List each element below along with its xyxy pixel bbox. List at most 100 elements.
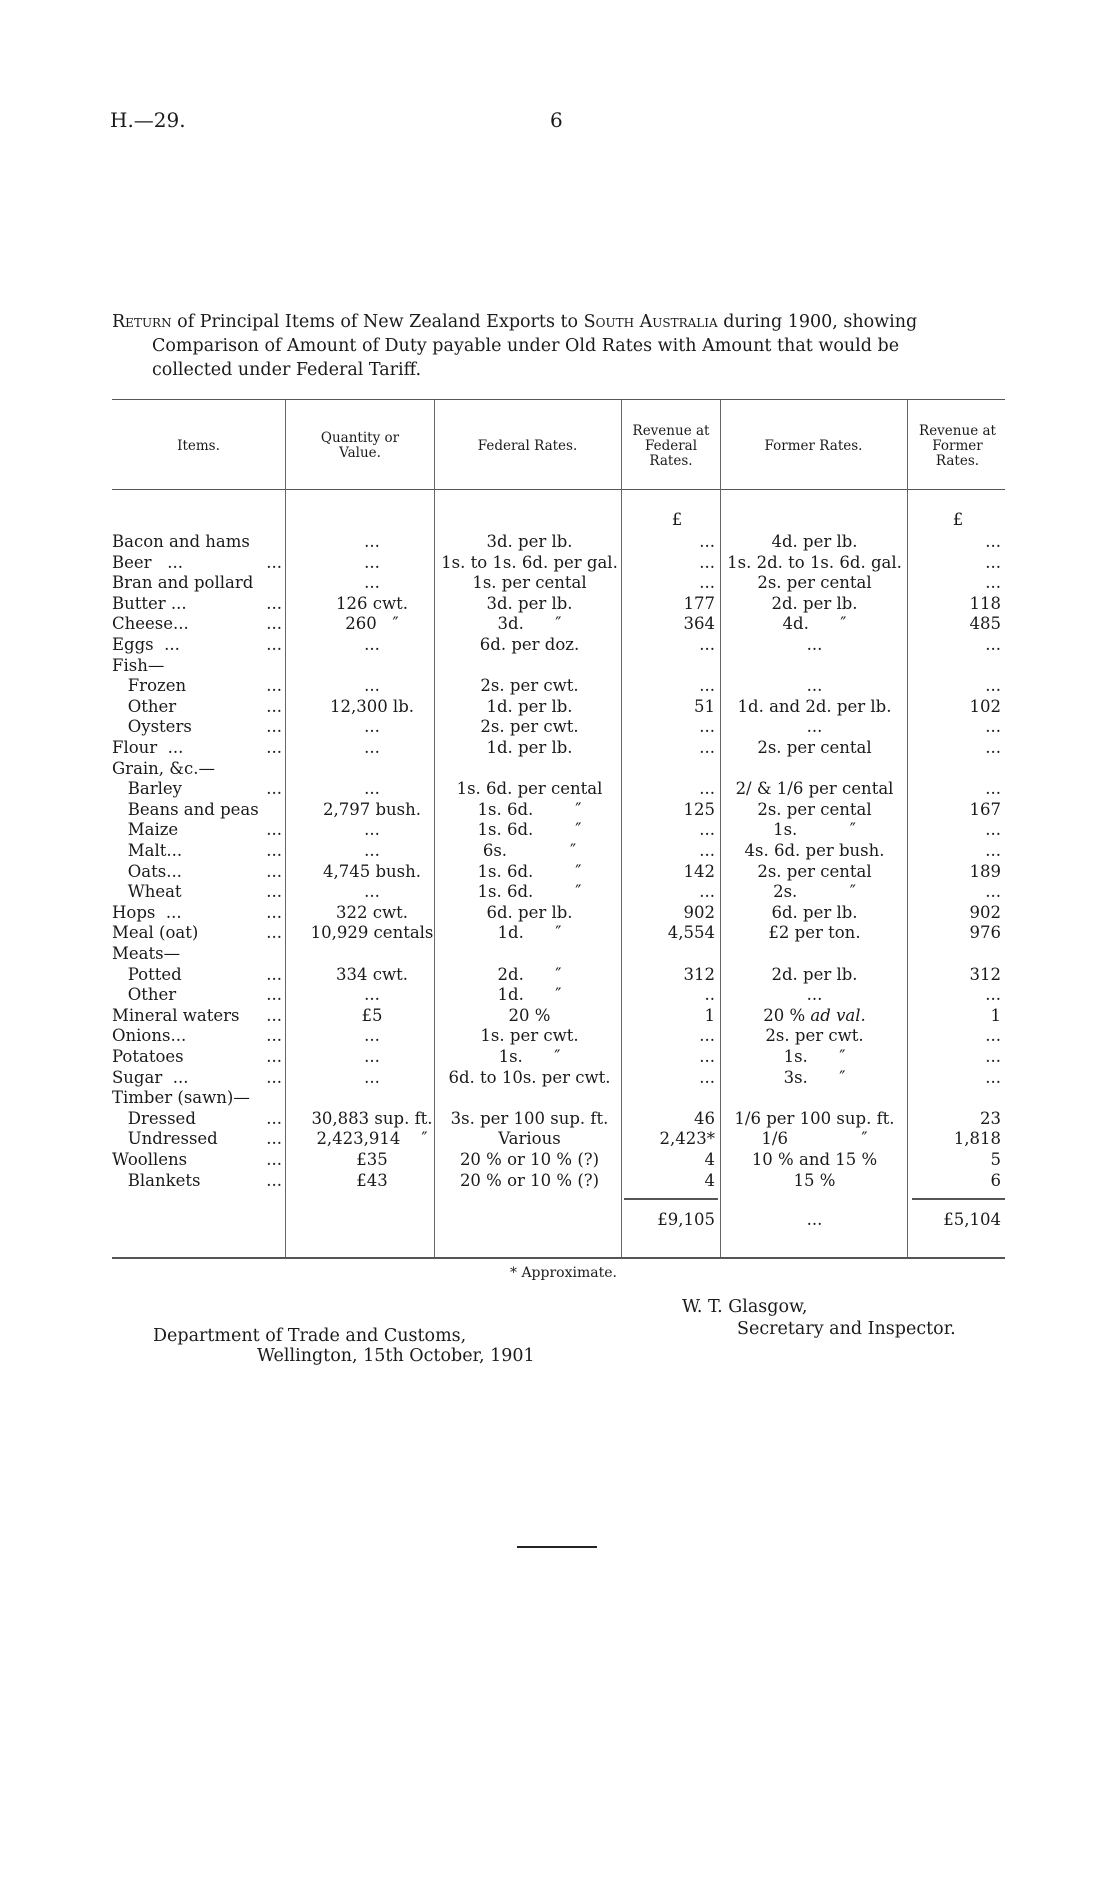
table-row: Other... 12,300 lb. 1d. per lb. 51 1d. and 2…	[112, 697, 1005, 718]
quantity-cell: £5	[361, 1005, 383, 1025]
item-name: Barley	[112, 779, 182, 799]
revenue-former-cell: 5	[990, 1150, 1002, 1169]
former-rate-cell: 1s. ″	[783, 1047, 846, 1066]
item-name: Mineral waters	[112, 1005, 240, 1025]
federal-rate-cell: 1s. to 1s. 6d. per gal.	[441, 552, 618, 572]
federal-rate-cell: 1d. per lb.	[486, 696, 573, 716]
item-name: Bran and pollard	[112, 573, 254, 593]
table-row: Eggs ......... 6d. per doz..........	[112, 635, 1005, 656]
item-name: Wheat	[112, 882, 182, 902]
quantity-cell: ...	[364, 1026, 380, 1046]
former-rate-cell: 6d. per lb.	[771, 902, 858, 922]
column-header-revenue-former: Revenue at Former Rates.	[919, 422, 996, 469]
column-divider	[720, 400, 721, 1257]
revenue-federal-cell: 902	[683, 902, 716, 922]
former-rate-cell: ...	[806, 676, 823, 696]
quantity-cell: ...	[364, 779, 380, 799]
footnote: * Approximate.	[510, 1265, 617, 1281]
former-rate-cell: 3s. ″	[783, 1067, 846, 1087]
leader-dots: ...	[266, 717, 282, 737]
quantity-cell: 2,797 bush.	[322, 799, 421, 819]
revenue-former-cell: ...	[985, 882, 1001, 902]
quantity-cell: 4,745 bush.	[322, 861, 421, 881]
revenue-federal-cell: 4,554	[667, 923, 715, 943]
leader-dots: ...	[266, 1129, 282, 1149]
leader-dots: ...	[266, 1108, 282, 1128]
title-line-2: Comparison of Amount of Duty payable und…	[152, 336, 900, 356]
revenue-federal-cell: ...	[699, 717, 715, 737]
item-name: Oats...	[112, 861, 182, 881]
federal-rate-cell: 6d. to 10s. per cwt.	[448, 1067, 611, 1087]
revenue-former-cell: 102	[969, 696, 1002, 716]
former-rate-cell: ...	[806, 635, 823, 654]
former-rate-cell: 10 % and 15 %	[751, 1150, 878, 1169]
total-former: ...	[806, 1210, 823, 1229]
revenue-former-cell: 976	[969, 923, 1002, 943]
leader-dots: ...	[266, 1026, 282, 1046]
quantity-cell: ...	[364, 717, 380, 737]
table-row: Oats...... 4,745 bush. 1s. 6d. ″ 142 2s. per…	[112, 862, 1005, 883]
quantity-cell: 30,883 sup. ft.	[311, 1108, 433, 1128]
leader-dots: ...	[266, 1170, 282, 1190]
quantity-cell: 260 ″	[345, 614, 399, 634]
item-name: Blankets	[112, 1170, 201, 1190]
column-header-quantity: Quantity or Value.	[320, 430, 400, 461]
federal-rate-cell: 6d. per lb.	[486, 902, 573, 922]
header-rule	[112, 489, 1005, 490]
revenue-federal-cell: ...	[699, 1026, 715, 1046]
revenue-federal-cell: ...	[699, 841, 715, 860]
revenue-former-cell: 167	[969, 799, 1002, 819]
signatory-name: W. T. Glasgow,	[682, 1297, 808, 1317]
quantity-cell: ...	[364, 1047, 380, 1066]
revenue-federal-cell: 125	[683, 799, 716, 819]
revenue-federal-cell: ...	[699, 882, 715, 902]
table-row: Frozen...... 2s. per cwt..........	[112, 676, 1005, 697]
revenue-former-cell: ...	[985, 1026, 1001, 1046]
federal-rate-cell: 1s. 6d. ″	[477, 820, 582, 840]
quantity-cell: ...	[364, 882, 380, 902]
revenue-former-cell: 485	[969, 614, 1002, 634]
total-rule	[624, 1198, 718, 1200]
quantity-cell: ...	[364, 635, 380, 654]
quantity-cell: £35	[356, 1150, 388, 1169]
column-header-items: Items.	[177, 437, 220, 454]
revenue-federal-cell: 142	[683, 861, 716, 881]
quantity-cell: ...	[364, 1067, 380, 1087]
table-row: Undressed... 2,423,914 ″ Various 2,423* 1/6 …	[112, 1129, 1005, 1150]
total-rule	[912, 1198, 1005, 1200]
federal-rate-cell: 20 %	[508, 1005, 551, 1025]
revenue-federal-cell: 51	[694, 696, 715, 716]
table-row: Wheat...... 1s. 6d. ″... 2s. ″...	[112, 882, 1005, 903]
leader-dots: ...	[266, 923, 282, 943]
item-name: Beer ...	[112, 552, 184, 572]
revenue-former-cell: 23	[980, 1108, 1001, 1128]
table-row: Bran and pollard... 1s. per cental... 2s. …	[112, 573, 1005, 594]
quantity-cell: 12,300 lb.	[329, 696, 415, 716]
revenue-federal-cell: 1	[704, 1005, 716, 1025]
item-name: Onions...	[112, 1026, 187, 1046]
table-row: Cheese...... 260 ″ 3d. ″ 364 4d. ″ 485	[112, 614, 1005, 635]
leader-dots: ...	[266, 964, 282, 984]
revenue-federal-cell: ...	[699, 820, 715, 840]
item-name: Fish—	[112, 655, 165, 675]
table-row: Butter ...... 126 cwt. 3d. per lb. 177 2d. p…	[112, 594, 1005, 615]
former-rate-cell: 2s. per cental	[757, 738, 872, 757]
leader-dots: ...	[266, 614, 282, 634]
revenue-former-cell: ...	[985, 738, 1001, 757]
leader-dots: ...	[266, 1047, 282, 1066]
table-row: Maize...... 1s. 6d. ″... 1s. ″...	[112, 820, 1005, 841]
former-rate-cell: 4s. 6d. per bush.	[744, 841, 885, 860]
federal-rate-cell: 6s. ″	[482, 841, 577, 860]
federal-rate-cell: 1d. per lb.	[486, 738, 573, 757]
former-rate-cell: 2/ & 1/6 per cental	[735, 779, 894, 799]
former-rate-cell: 2d. per lb.	[771, 964, 858, 984]
leader-dots: ...	[266, 820, 282, 840]
federal-rate-cell: 1d. ″	[497, 985, 562, 1005]
total-revenue-federal: £9,105	[657, 1210, 715, 1229]
revenue-former-cell: ...	[985, 635, 1001, 654]
item-name: Potted	[112, 964, 182, 984]
federal-rate-cell: 1s. per cwt.	[480, 1026, 579, 1046]
leader-dots: ...	[266, 1067, 282, 1087]
revenue-former-cell: ...	[985, 1067, 1001, 1087]
revenue-federal-cell: ...	[699, 635, 715, 654]
